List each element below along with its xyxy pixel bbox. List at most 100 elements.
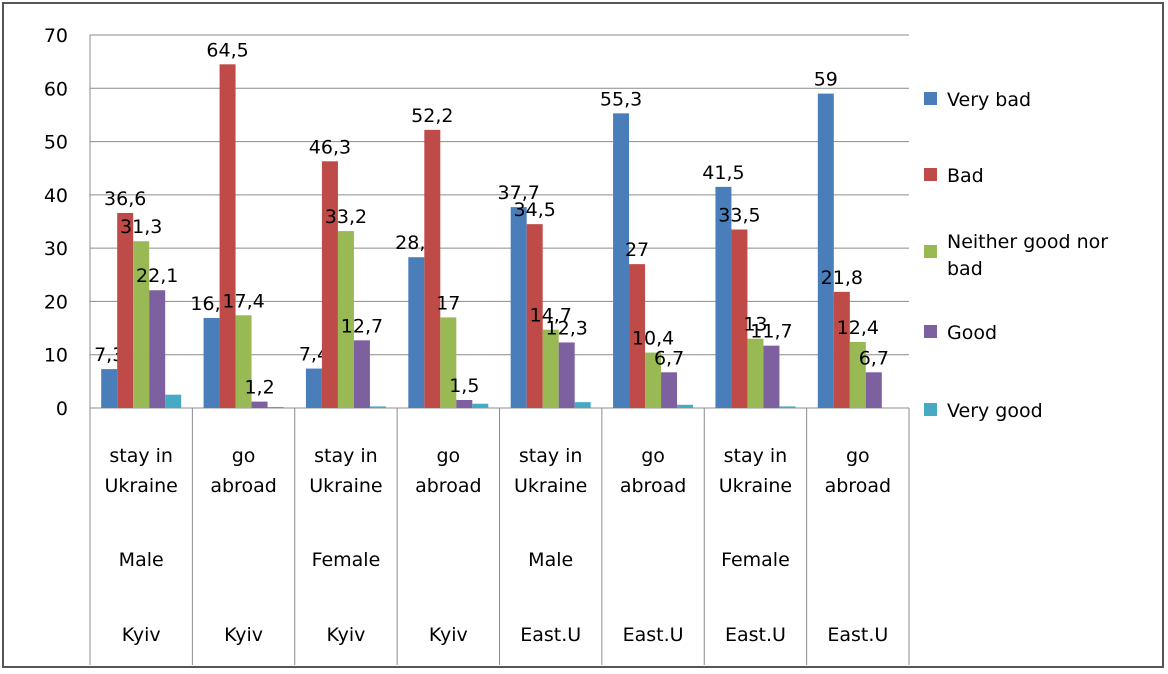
data-label: 17	[436, 292, 460, 314]
bar	[817, 93, 834, 408]
category-label: abroad	[210, 475, 276, 497]
bar	[456, 400, 473, 408]
category-label: abroad	[620, 475, 686, 497]
bar	[408, 257, 425, 408]
y-tick-label: 70	[44, 25, 68, 47]
category-group-label: Male	[119, 549, 164, 571]
category-label: go	[232, 445, 256, 467]
data-label: 22,1	[136, 265, 178, 287]
bar	[558, 342, 575, 408]
bar	[472, 403, 489, 408]
grouped-bar-chart: 0102030405060707,316,97,428,337,755,341,…	[44, 25, 1108, 665]
legend-label: Bad	[947, 165, 984, 187]
data-label: 7,3	[94, 344, 124, 366]
y-tick-label: 20	[44, 291, 68, 313]
legend-swatch	[924, 403, 937, 416]
data-label: 33,5	[718, 204, 760, 226]
y-tick-label: 60	[44, 78, 68, 100]
data-label: 1,2	[244, 377, 274, 399]
category-label: Ukraine	[514, 475, 587, 497]
legend-swatch	[924, 325, 937, 338]
category-group-label: Female	[312, 549, 381, 571]
bar	[369, 406, 386, 408]
bar	[715, 186, 732, 408]
category-region-label: Kyiv	[429, 624, 468, 646]
y-tick-label: 30	[44, 238, 68, 260]
data-label: 31,3	[120, 216, 162, 238]
data-label: 46,3	[309, 136, 351, 158]
bar	[747, 338, 764, 408]
data-label: 12,7	[341, 315, 383, 337]
data-label: 12,4	[837, 317, 879, 339]
category-region-label: East.U	[520, 624, 581, 646]
bar	[779, 406, 796, 408]
bar	[661, 372, 678, 408]
bar	[117, 212, 134, 408]
category-label: stay in	[724, 445, 788, 467]
bar	[763, 345, 780, 408]
data-label: 36,6	[104, 188, 146, 210]
data-label: 59	[814, 69, 838, 91]
legend-swatch	[924, 245, 937, 258]
bar	[133, 241, 150, 408]
bar	[526, 224, 543, 408]
legend-label: Neither good nor	[947, 231, 1108, 253]
y-tick-label: 10	[44, 345, 68, 367]
bar	[613, 113, 630, 408]
data-label: 64,5	[206, 39, 248, 61]
legend-label: Very good	[947, 400, 1043, 422]
category-region-label: Kyiv	[122, 624, 161, 646]
category-group-label: Female	[721, 549, 790, 571]
data-label: 55,3	[600, 88, 642, 110]
bar	[235, 315, 252, 408]
bar	[305, 368, 322, 408]
data-label: 34,5	[514, 199, 556, 221]
legend-swatch	[924, 168, 937, 181]
category-label: stay in	[519, 445, 583, 467]
data-label: 33,2	[325, 206, 367, 228]
bar	[267, 406, 284, 408]
legend-label: Good	[947, 322, 997, 344]
data-label: 13	[743, 314, 767, 336]
legend-swatch	[924, 92, 937, 105]
bar	[865, 372, 882, 408]
bar	[321, 161, 338, 408]
y-tick-label: 0	[56, 398, 68, 420]
bar	[645, 352, 662, 408]
bar	[165, 394, 182, 408]
legend-label: Very bad	[947, 89, 1031, 111]
category-label: go	[436, 445, 460, 467]
category-label: abroad	[825, 475, 891, 497]
category-label: Ukraine	[309, 475, 382, 497]
y-tick-label: 50	[44, 132, 68, 154]
category-region-label: Kyiv	[327, 624, 366, 646]
data-label: 6,7	[859, 347, 889, 369]
category-label: Ukraine	[719, 475, 792, 497]
data-label: 7,4	[299, 344, 329, 366]
category-group-label: Male	[528, 549, 573, 571]
bar	[677, 404, 694, 408]
data-label: 41,5	[702, 162, 744, 184]
category-label: stay in	[314, 445, 378, 467]
category-region-label: East.U	[725, 624, 786, 646]
category-region-label: East.U	[827, 624, 888, 646]
data-label: 1,5	[449, 375, 479, 397]
bar	[440, 317, 457, 408]
bar	[574, 402, 591, 408]
data-label: 17,4	[222, 290, 264, 312]
bar	[849, 341, 866, 408]
data-label: 14,7	[530, 305, 572, 327]
category-label: abroad	[415, 475, 481, 497]
category-label: Ukraine	[105, 475, 178, 497]
bar	[149, 290, 166, 408]
bar	[629, 264, 646, 408]
bar	[424, 129, 441, 408]
data-label: 6,7	[654, 347, 684, 369]
bar	[731, 229, 748, 408]
legend-label: bad	[947, 258, 983, 280]
data-label: 52,2	[411, 105, 453, 127]
data-label: 11,7	[750, 321, 792, 343]
data-label: 37,7	[498, 182, 540, 204]
bar	[219, 64, 236, 409]
bar	[833, 291, 850, 408]
